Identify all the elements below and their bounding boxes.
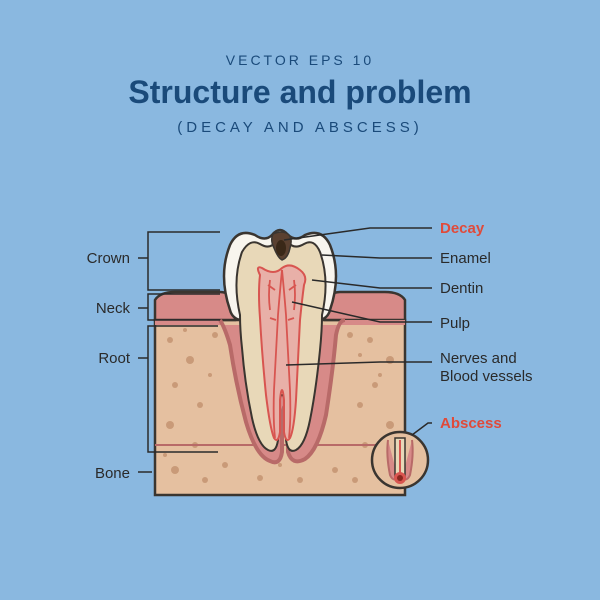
header: VECTOR EPS 10 Structure and problem (DEC… (0, 0, 600, 136)
label-abscess: Abscess (440, 415, 502, 432)
label-dentin: Dentin (440, 280, 483, 297)
subtitle: (DECAY AND ABSCESS) (0, 119, 600, 136)
tooth-svg (60, 220, 540, 560)
pretitle: VECTOR EPS 10 (0, 52, 600, 68)
label-bone: Bone (60, 465, 130, 482)
label-neck: Neck (60, 300, 130, 317)
label-nerves: Nerves and Blood vessels (440, 350, 533, 386)
label-decay: Decay (440, 220, 484, 237)
label-crown: Crown (60, 250, 130, 267)
label-enamel: Enamel (440, 250, 491, 267)
tooth-diagram: Crown Neck Root Bone Decay Enamel Dentin… (60, 220, 540, 560)
label-pulp: Pulp (440, 315, 470, 332)
title: Structure and problem (0, 74, 600, 111)
label-root: Root (60, 350, 130, 367)
